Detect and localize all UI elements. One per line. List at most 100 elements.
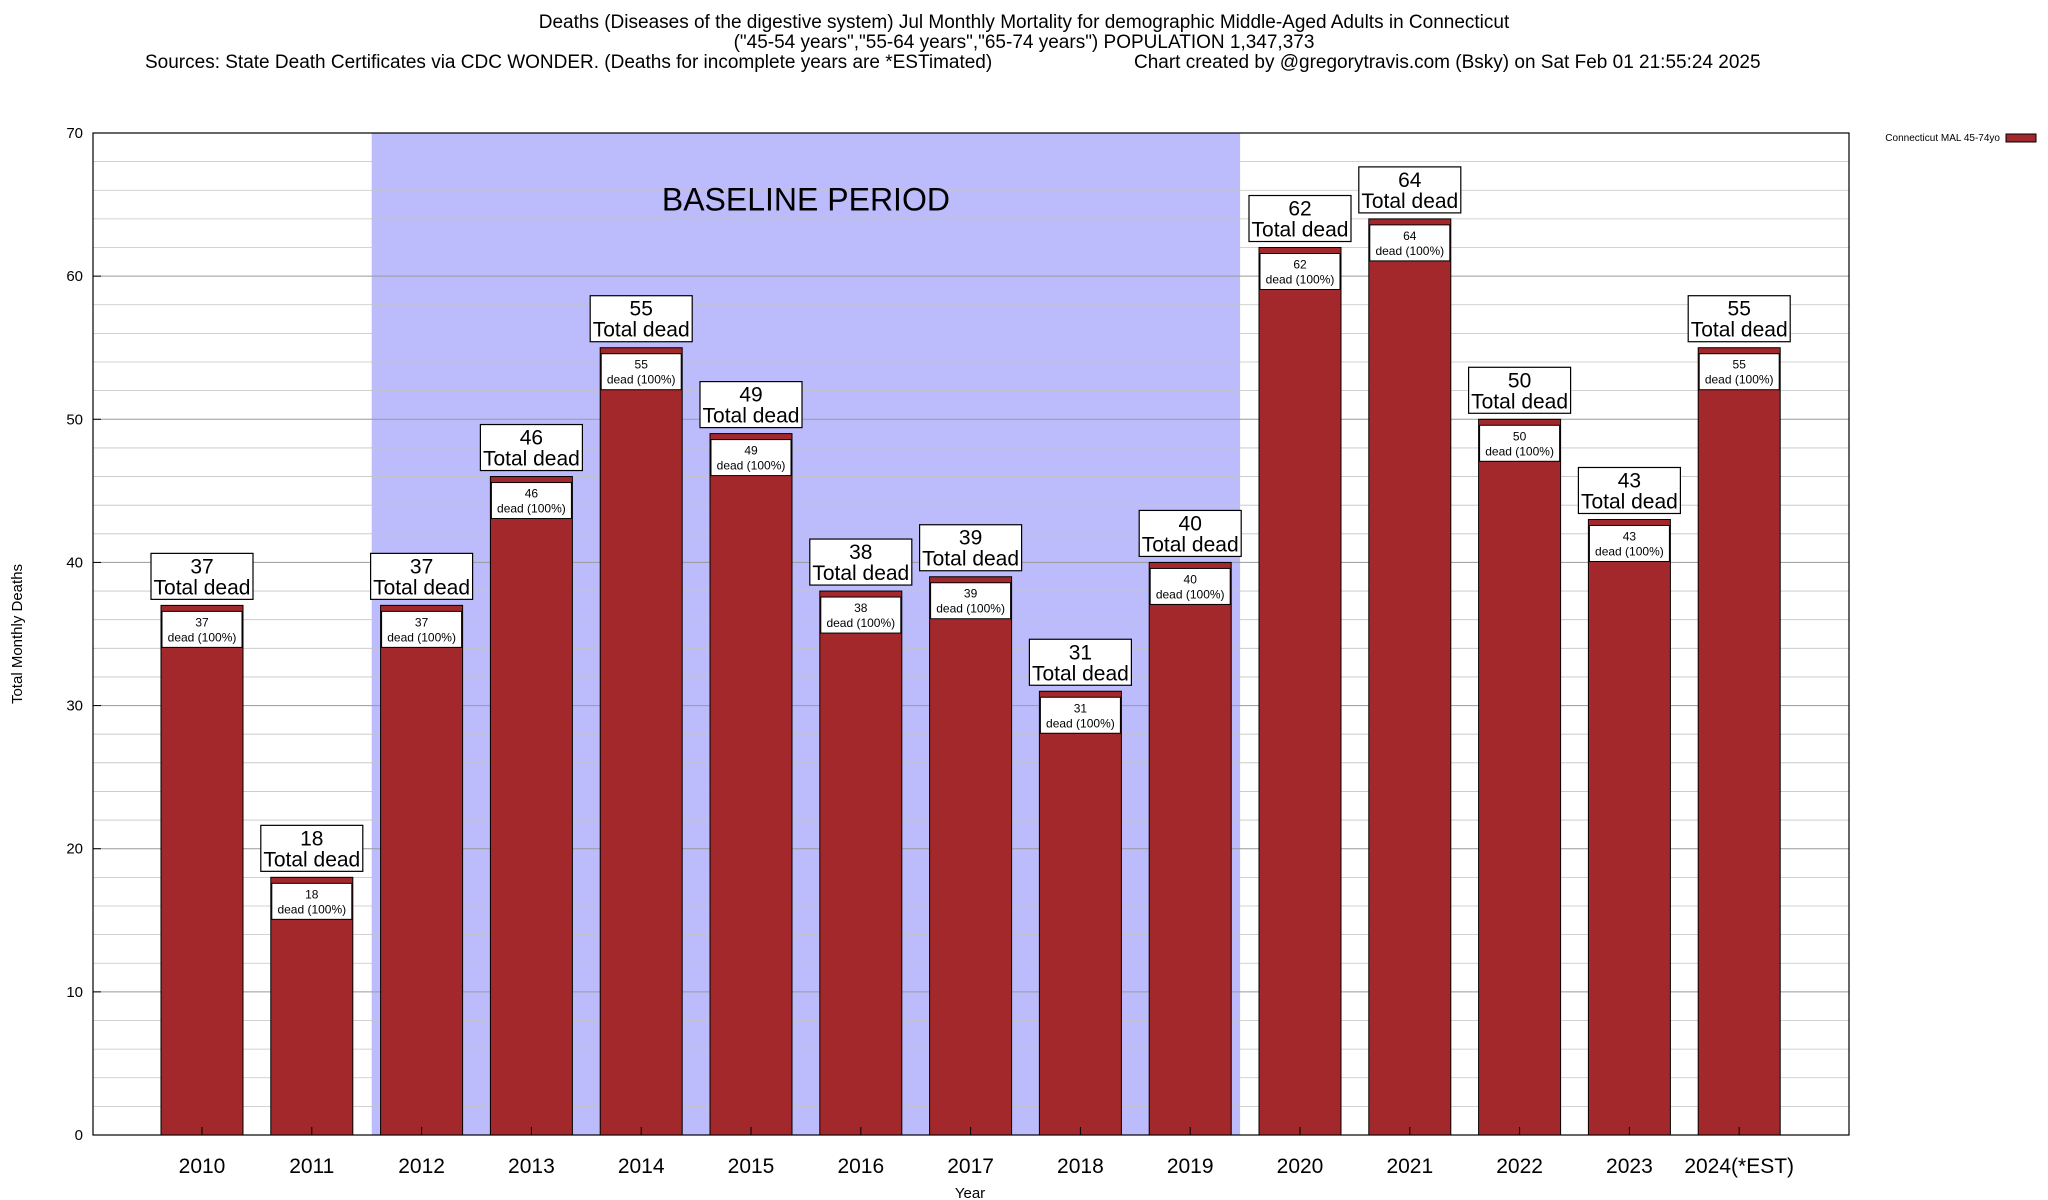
- bar-inner-percent: dead (100%): [168, 630, 237, 644]
- bar-total-label-box: [479, 423, 583, 472]
- bar: [1368, 218, 1452, 1136]
- x-tick-label: 2018: [1057, 1155, 1104, 1178]
- bar-total-label: Total dead: [1032, 662, 1129, 685]
- x-axis-ticks: 2010 2011 2012 2013 2014 2015 2016 2017 2018 2019…: [179, 1127, 1794, 1178]
- y-tick-label: 50: [66, 411, 83, 428]
- bar-inner-label-box: [161, 610, 243, 648]
- bar-total-value: 62: [1288, 198, 1311, 221]
- bar: [1148, 561, 1232, 1136]
- bar-total-label: Total dead: [373, 576, 470, 599]
- bar-inner-label-box: [271, 882, 353, 920]
- x-tick-label: 2020: [1277, 1155, 1324, 1178]
- chart-title: Deaths (Diseases of the digestive system…: [538, 12, 1510, 33]
- baseline-period-label: BASELINE PERIOD: [662, 181, 950, 217]
- bar-inner-value: 46: [525, 487, 539, 501]
- bar-inner-value: 39: [964, 587, 978, 601]
- x-tick-label: 2019: [1167, 1155, 1214, 1178]
- bar-total-label-box: [150, 552, 254, 600]
- bar-total-label: Total dead: [922, 548, 1019, 571]
- bar-inner-label-box: [930, 582, 1012, 620]
- bar-total-value: 31: [1069, 641, 1092, 664]
- bar-total-label: Total dead: [1361, 190, 1458, 213]
- bar-inner-percent: dead (100%): [497, 502, 566, 516]
- y-tick-label: 40: [66, 554, 83, 571]
- bar-total-value: 50: [1508, 369, 1531, 392]
- bar-inner-percent: dead (100%): [1485, 444, 1554, 458]
- bar-inner-percent: dead (100%): [936, 602, 1005, 616]
- legend: Connecticut MAL 45-74yo: [1885, 133, 2037, 144]
- bar-total-label: Total dead: [1471, 390, 1568, 413]
- bar-total-label-box: [1467, 366, 1572, 414]
- bar-inner-percent: dead (100%): [1595, 544, 1664, 558]
- bar-total-value: 37: [410, 555, 433, 578]
- bar-inner-percent: dead (100%): [607, 373, 676, 387]
- bar-total-label-box: [1248, 194, 1352, 243]
- y-tick-label: 0: [75, 1127, 83, 1144]
- y-tick-label: 10: [66, 984, 83, 1001]
- bar-total-label-box: [1687, 295, 1791, 343]
- bar-total-value: 40: [1179, 512, 1202, 535]
- bar-total-label: Total dead: [1252, 219, 1349, 242]
- bar-inner-value: 50: [1513, 429, 1527, 443]
- chart-subtitle: ("45-54 years","55-64 years","65-74 year…: [733, 32, 1315, 53]
- bar: [1478, 418, 1562, 1136]
- x-tick-label: 2024(*EST): [1684, 1155, 1794, 1178]
- bar-inner-percent: dead (100%): [387, 630, 456, 644]
- bar-inner-label-box: [490, 482, 572, 520]
- bar-inner-percent: dead (100%): [1046, 716, 1115, 730]
- bar-inner-value: 55: [635, 358, 649, 372]
- bar-total-label-box: [918, 524, 1023, 572]
- y-tick-label: 60: [66, 268, 83, 285]
- bar-total-value: 37: [190, 555, 213, 578]
- chart-title-block: Deaths (Diseases of the digestive system…: [0, 13, 2048, 73]
- x-tick-label: 2014: [618, 1155, 665, 1178]
- bar-total-value: 55: [1728, 298, 1751, 321]
- bar-total-label-box: [1358, 166, 1462, 214]
- bar-inner-percent: dead (100%): [277, 902, 346, 916]
- bar-total-value: 46: [520, 427, 543, 450]
- x-tick-label: 2022: [1496, 1155, 1543, 1178]
- bar-inner-label-box: [600, 353, 682, 391]
- bar-inner-label-box: [1479, 424, 1561, 462]
- bar-total-label: Total dead: [483, 448, 580, 471]
- y-tick-label: 30: [66, 698, 83, 715]
- bar-inner-value: 37: [415, 615, 429, 629]
- bar-total-label: Total dead: [703, 405, 800, 428]
- bar-total-label: Total dead: [263, 848, 360, 871]
- chart-credit: Chart created by @gregorytravis.com (Bsk…: [1134, 52, 1761, 73]
- bar-inner-percent: dead (100%): [717, 459, 786, 473]
- bar-total-label-box: [1577, 466, 1682, 515]
- y-tick-label: 70: [66, 125, 83, 142]
- bar-total-label-box: [260, 824, 364, 872]
- bar-total-value: 64: [1398, 169, 1422, 192]
- bar: [709, 433, 793, 1136]
- bar-total-label-box: [1028, 638, 1133, 686]
- bar-total-label-box: [589, 295, 693, 343]
- y-axis-label: Total Monthly Deaths: [9, 564, 26, 704]
- bar-inner-label-box: [820, 596, 902, 634]
- x-tick-label: 2010: [179, 1155, 226, 1178]
- bar-inner-value: 55: [1733, 358, 1747, 372]
- bar: [160, 604, 244, 1136]
- bar: [929, 576, 1013, 1136]
- bar-total-label: Total dead: [1691, 319, 1788, 342]
- chart-sources: Sources: State Death Certificates via CD…: [145, 52, 993, 73]
- x-tick-label: 2016: [837, 1155, 884, 1178]
- bar-inner-value: 37: [195, 615, 209, 629]
- bar-total-value: 39: [959, 527, 982, 550]
- bar-inner-value: 38: [854, 601, 868, 615]
- x-tick-label: 2021: [1386, 1155, 1433, 1178]
- y-tick-label: 20: [66, 841, 83, 858]
- bar: [819, 590, 903, 1136]
- bar-total-value: 55: [630, 298, 653, 321]
- bar-inner-label-box: [381, 610, 463, 648]
- bar: [1258, 247, 1342, 1136]
- bar-inner-value: 49: [744, 444, 758, 458]
- bar-inner-value: 64: [1403, 229, 1417, 243]
- bar: [599, 347, 683, 1136]
- bar-inner-label-box: [1039, 696, 1121, 734]
- bar-inner-label-box: [1149, 567, 1231, 605]
- bar-inner-percent: dead (100%): [1156, 587, 1225, 601]
